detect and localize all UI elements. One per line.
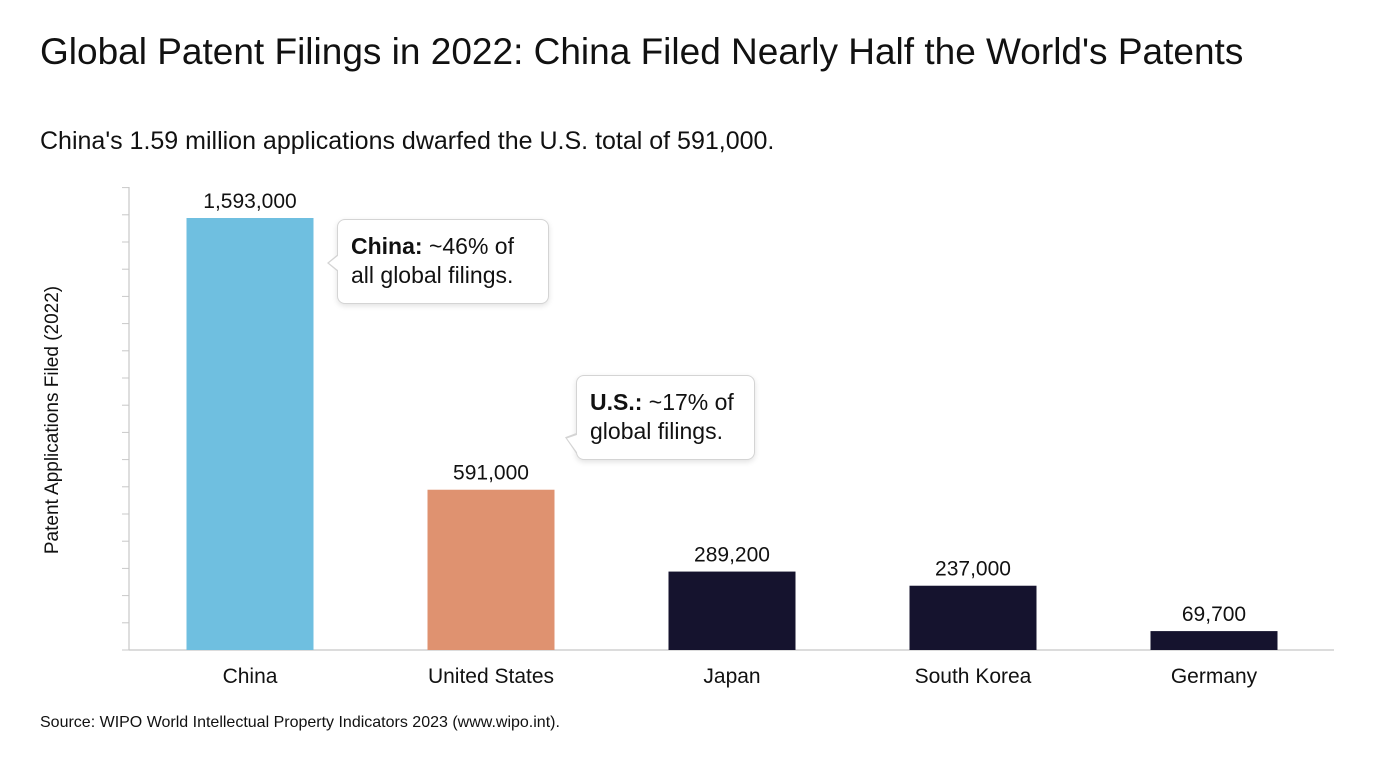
data-label-germany: 69,700 — [1182, 603, 1246, 626]
chart-subtitle: China's 1.59 million applications dwarfe… — [40, 127, 775, 155]
china-annotation-text: ~46% of all global filings. — [351, 233, 514, 288]
data-label-south-korea: 237,000 — [935, 558, 1011, 581]
x-tick-label-germany: Germany — [1171, 665, 1258, 688]
bar-germany — [1150, 631, 1278, 650]
data-label-japan: 289,200 — [694, 544, 770, 567]
china-annotation-lead: China: — [351, 233, 423, 259]
china-annotation-callout: China: ~46% of all global filings. — [327, 219, 549, 304]
us-annotation-text: ~17% of global filings. — [590, 389, 734, 444]
bar-united-states — [427, 489, 555, 650]
bar-china — [186, 218, 314, 650]
x-tick-label-united-states: United States — [428, 665, 554, 688]
bar-japan — [668, 571, 796, 650]
bar-south-korea — [909, 585, 1037, 650]
source-note: Source: WIPO World Intellectual Property… — [40, 714, 560, 731]
data-label-china: 1,593,000 — [203, 190, 296, 213]
x-tick-label-south-korea: South Korea — [915, 665, 1032, 688]
bar-chart: Patent Applications Filed (2022) 1,593,00… — [42, 187, 1334, 688]
y-axis-label: Patent Applications Filed (2022) — [42, 286, 63, 554]
x-tick-label-china: China — [223, 665, 278, 688]
us-annotation-lead: U.S.: — [590, 389, 643, 415]
chart-title: Global Patent Filings in 2022: China Fil… — [40, 31, 1244, 72]
us-annotation-callout: U.S.: ~17% of global filings. — [576, 375, 755, 460]
x-tick-label-japan: Japan — [703, 665, 760, 688]
data-label-united-states: 591,000 — [453, 462, 529, 485]
